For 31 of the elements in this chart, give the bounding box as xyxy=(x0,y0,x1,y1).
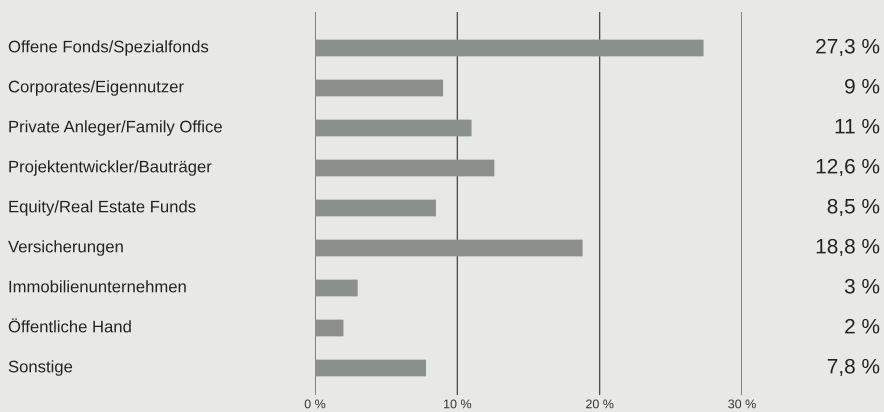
bar xyxy=(315,120,472,136)
bar xyxy=(315,80,444,96)
data-label: 18,8 % xyxy=(816,238,880,256)
y-tick-label: Sonstige xyxy=(8,360,72,376)
y-tick-label: Projektentwickler/Bauträger xyxy=(9,160,212,176)
bar xyxy=(315,40,704,56)
bar xyxy=(315,240,583,256)
data-label: 12,6 % xyxy=(816,158,880,176)
data-label: 27,3 % xyxy=(816,38,880,56)
y-tick-label: Öffentliche Hand xyxy=(8,318,131,332)
bar xyxy=(315,320,344,336)
y-tick-label: Versicherungen xyxy=(8,240,123,256)
data-label: 8,5 % xyxy=(828,198,880,216)
y-tick-label: Immobilienunternehmen xyxy=(10,280,186,292)
data-label: 2 % xyxy=(845,318,880,334)
x-tick-label: 10 % xyxy=(444,399,472,408)
bar xyxy=(315,200,436,216)
y-tick-label: Equity/Real Estate Funds xyxy=(9,200,196,216)
bar xyxy=(315,160,494,176)
data-label: 9 % xyxy=(845,78,880,94)
bar xyxy=(315,360,426,376)
bar xyxy=(315,280,358,296)
data-label: 11 % xyxy=(836,118,880,134)
y-tick-label: Private Anleger/Family Office xyxy=(9,120,222,136)
x-tick-label: 0 % xyxy=(304,399,326,408)
y-tick-label: Corporates/Eigennutzer xyxy=(8,80,184,96)
y-tick-label: Offene Fonds/Spezialfonds xyxy=(8,40,208,56)
data-label: 3 % xyxy=(844,278,880,294)
x-tick-label: 30 % xyxy=(728,399,756,408)
data-label: 7,8 % xyxy=(828,358,880,376)
x-tick-label: 20 % xyxy=(586,399,614,408)
